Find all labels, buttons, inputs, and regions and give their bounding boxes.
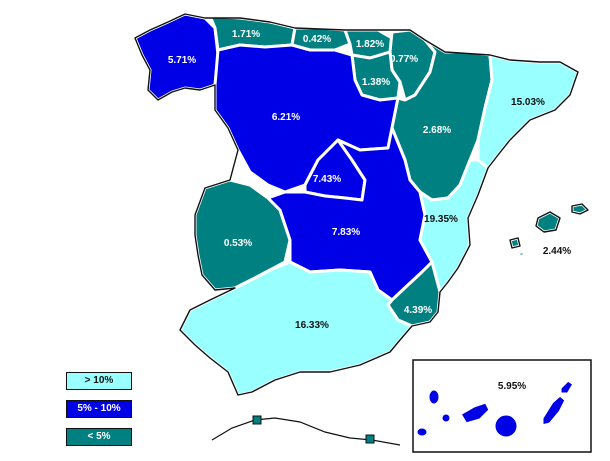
label-navarra: 0.77% (390, 54, 418, 65)
label-madrid: 7.43% (313, 174, 341, 185)
region-baleares[interactable] (508, 202, 590, 258)
legend-item-high: > 10% (66, 372, 132, 390)
label-galicia: 5.71% (168, 55, 196, 66)
label-castilla-leon: 6.21% (272, 112, 300, 123)
label-asturias: 1.71% (232, 29, 260, 40)
label-baleares: 2.44% (543, 246, 571, 257)
ceuta-marker (252, 415, 262, 425)
legend-label-mid: 5% - 10% (77, 403, 121, 414)
africa-coast-line (211, 417, 401, 446)
label-valencia: 19.35% (424, 214, 458, 225)
canarias-inset-frame (412, 359, 592, 453)
melilla-marker (365, 434, 375, 444)
region-cataluna[interactable] (476, 53, 580, 170)
label-la-rioja: 1.38% (362, 77, 390, 88)
legend-label-high: > 10% (84, 375, 114, 386)
label-cantabria: 0.42% (303, 34, 331, 45)
label-cataluna: 15.03% (511, 97, 545, 108)
label-aragon: 2.68% (423, 125, 451, 136)
label-murcia: 4.39% (404, 305, 432, 316)
label-castilla-la-mancha: 7.83% (332, 227, 360, 238)
label-andalucia: 16.33% (295, 320, 329, 331)
label-pais-vasco: 1.82% (356, 39, 384, 50)
legend-label-low: < 5% (87, 431, 111, 442)
mainland-outline (134, 13, 579, 396)
label-canarias: 5.95% (498, 381, 526, 392)
legend-item-low: < 5% (66, 428, 132, 446)
label-extremadura: 0.53% (224, 238, 252, 249)
region-canarias[interactable] (414, 378, 576, 440)
legend-item-mid: 5% - 10% (66, 400, 132, 418)
